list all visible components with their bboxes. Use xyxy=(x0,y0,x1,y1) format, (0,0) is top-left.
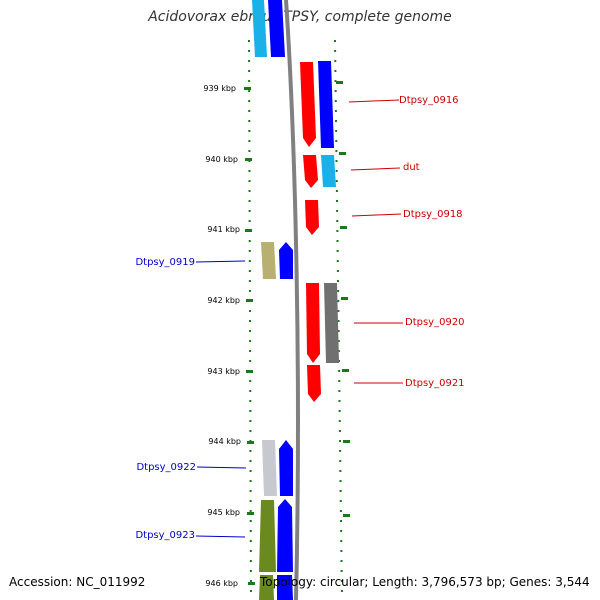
tick-label: 940 kbp xyxy=(205,155,238,164)
genome-backbone xyxy=(284,0,300,600)
gene-dut xyxy=(303,155,318,188)
tick-label: 939 kbp xyxy=(203,84,236,93)
tick-mark xyxy=(246,370,253,373)
tick-label: 945 kbp xyxy=(207,508,240,517)
tick-label: 943 kbp xyxy=(207,367,240,376)
tick-mark xyxy=(245,229,252,232)
tick-mark xyxy=(339,152,346,155)
tick-mark xyxy=(248,582,255,585)
right-dotted-ring xyxy=(334,39,343,600)
gene-dtpsy-0919 xyxy=(279,242,293,279)
tick-mark xyxy=(340,226,347,229)
gene-labels-left: Dtpsy_0919 Dtpsy_0922 Dtpsy_0923 xyxy=(135,257,196,541)
gene-label: Dtpsy_0916 xyxy=(399,95,459,106)
gene-dut-cog xyxy=(321,155,336,187)
tick-labels: 939 kbp 940 kbp 941 kbp 942 kbp 943 kbp … xyxy=(203,84,241,588)
left-dotted-ring xyxy=(248,39,252,600)
gene-dtpsy-0923 xyxy=(277,499,293,572)
tick-mark xyxy=(246,299,253,302)
left-tick-marks xyxy=(244,87,255,585)
gene-label: Dtpsy_0920 xyxy=(405,317,465,328)
gene-label: Dtpsy_0922 xyxy=(136,462,196,473)
leader-line xyxy=(195,535,246,538)
gene-dtpsy-0920 xyxy=(306,283,320,363)
gene-light-blue xyxy=(252,0,267,57)
leader-line xyxy=(348,99,400,103)
tick-label: 941 kbp xyxy=(207,225,240,234)
gene-dtpsy-0922-cog xyxy=(262,440,277,496)
gene-label: Dtpsy_0918 xyxy=(403,209,463,220)
gene-dtpsy-0921 xyxy=(307,365,321,402)
gene-label: dut xyxy=(403,162,420,173)
tick-mark xyxy=(244,87,251,90)
accession-text: Accession: NC_011992 xyxy=(9,575,146,589)
tick-mark xyxy=(343,514,350,517)
tick-mark xyxy=(341,297,348,300)
tick-mark xyxy=(247,441,254,444)
tick-label: 946 kbp xyxy=(205,579,238,588)
gene-label: Dtpsy_0923 xyxy=(135,530,195,541)
gene-partial-bottom xyxy=(277,575,293,600)
leader-line xyxy=(195,260,246,263)
gene-dtpsy-0916 xyxy=(318,61,334,148)
tick-mark xyxy=(343,440,350,443)
gene-label: Dtpsy_0919 xyxy=(135,257,195,268)
gene-dtpsy-0922 xyxy=(279,440,293,496)
gene-blue xyxy=(268,0,285,57)
leader-line xyxy=(350,167,401,171)
gene-labels-right: Dtpsy_0916 dut Dtpsy_0918 Dtpsy_0920 Dtp… xyxy=(399,95,465,389)
gene-dtpsy-0923-cog xyxy=(259,500,276,572)
tick-mark xyxy=(336,81,343,84)
tick-mark xyxy=(247,512,254,515)
right-leader-lines xyxy=(348,99,403,384)
leader-line xyxy=(351,213,402,217)
gene-dtpsy-0918 xyxy=(305,200,319,235)
tick-label: 942 kbp xyxy=(207,296,240,305)
gene-partial-bottom-cog xyxy=(259,575,274,600)
gene-dtpsy-0920-cog xyxy=(324,283,339,363)
left-leader-lines xyxy=(195,260,247,538)
tick-label: 944 kbp xyxy=(208,437,241,446)
gene-dtpsy-0919-cog xyxy=(261,242,276,279)
tick-mark xyxy=(245,158,252,161)
gene-dtpsy-0916-cog xyxy=(300,62,316,147)
top-partial-genes xyxy=(252,0,285,57)
gene-label: Dtpsy_0921 xyxy=(405,378,465,389)
right-tick-marks xyxy=(336,81,350,517)
tick-mark xyxy=(342,369,349,372)
leader-line xyxy=(196,466,247,469)
map-title: Acidovorax ebreus TPSY, complete genome xyxy=(148,9,452,25)
topology-text: Topology: circular; Length: 3,796,573 bp… xyxy=(260,575,590,589)
